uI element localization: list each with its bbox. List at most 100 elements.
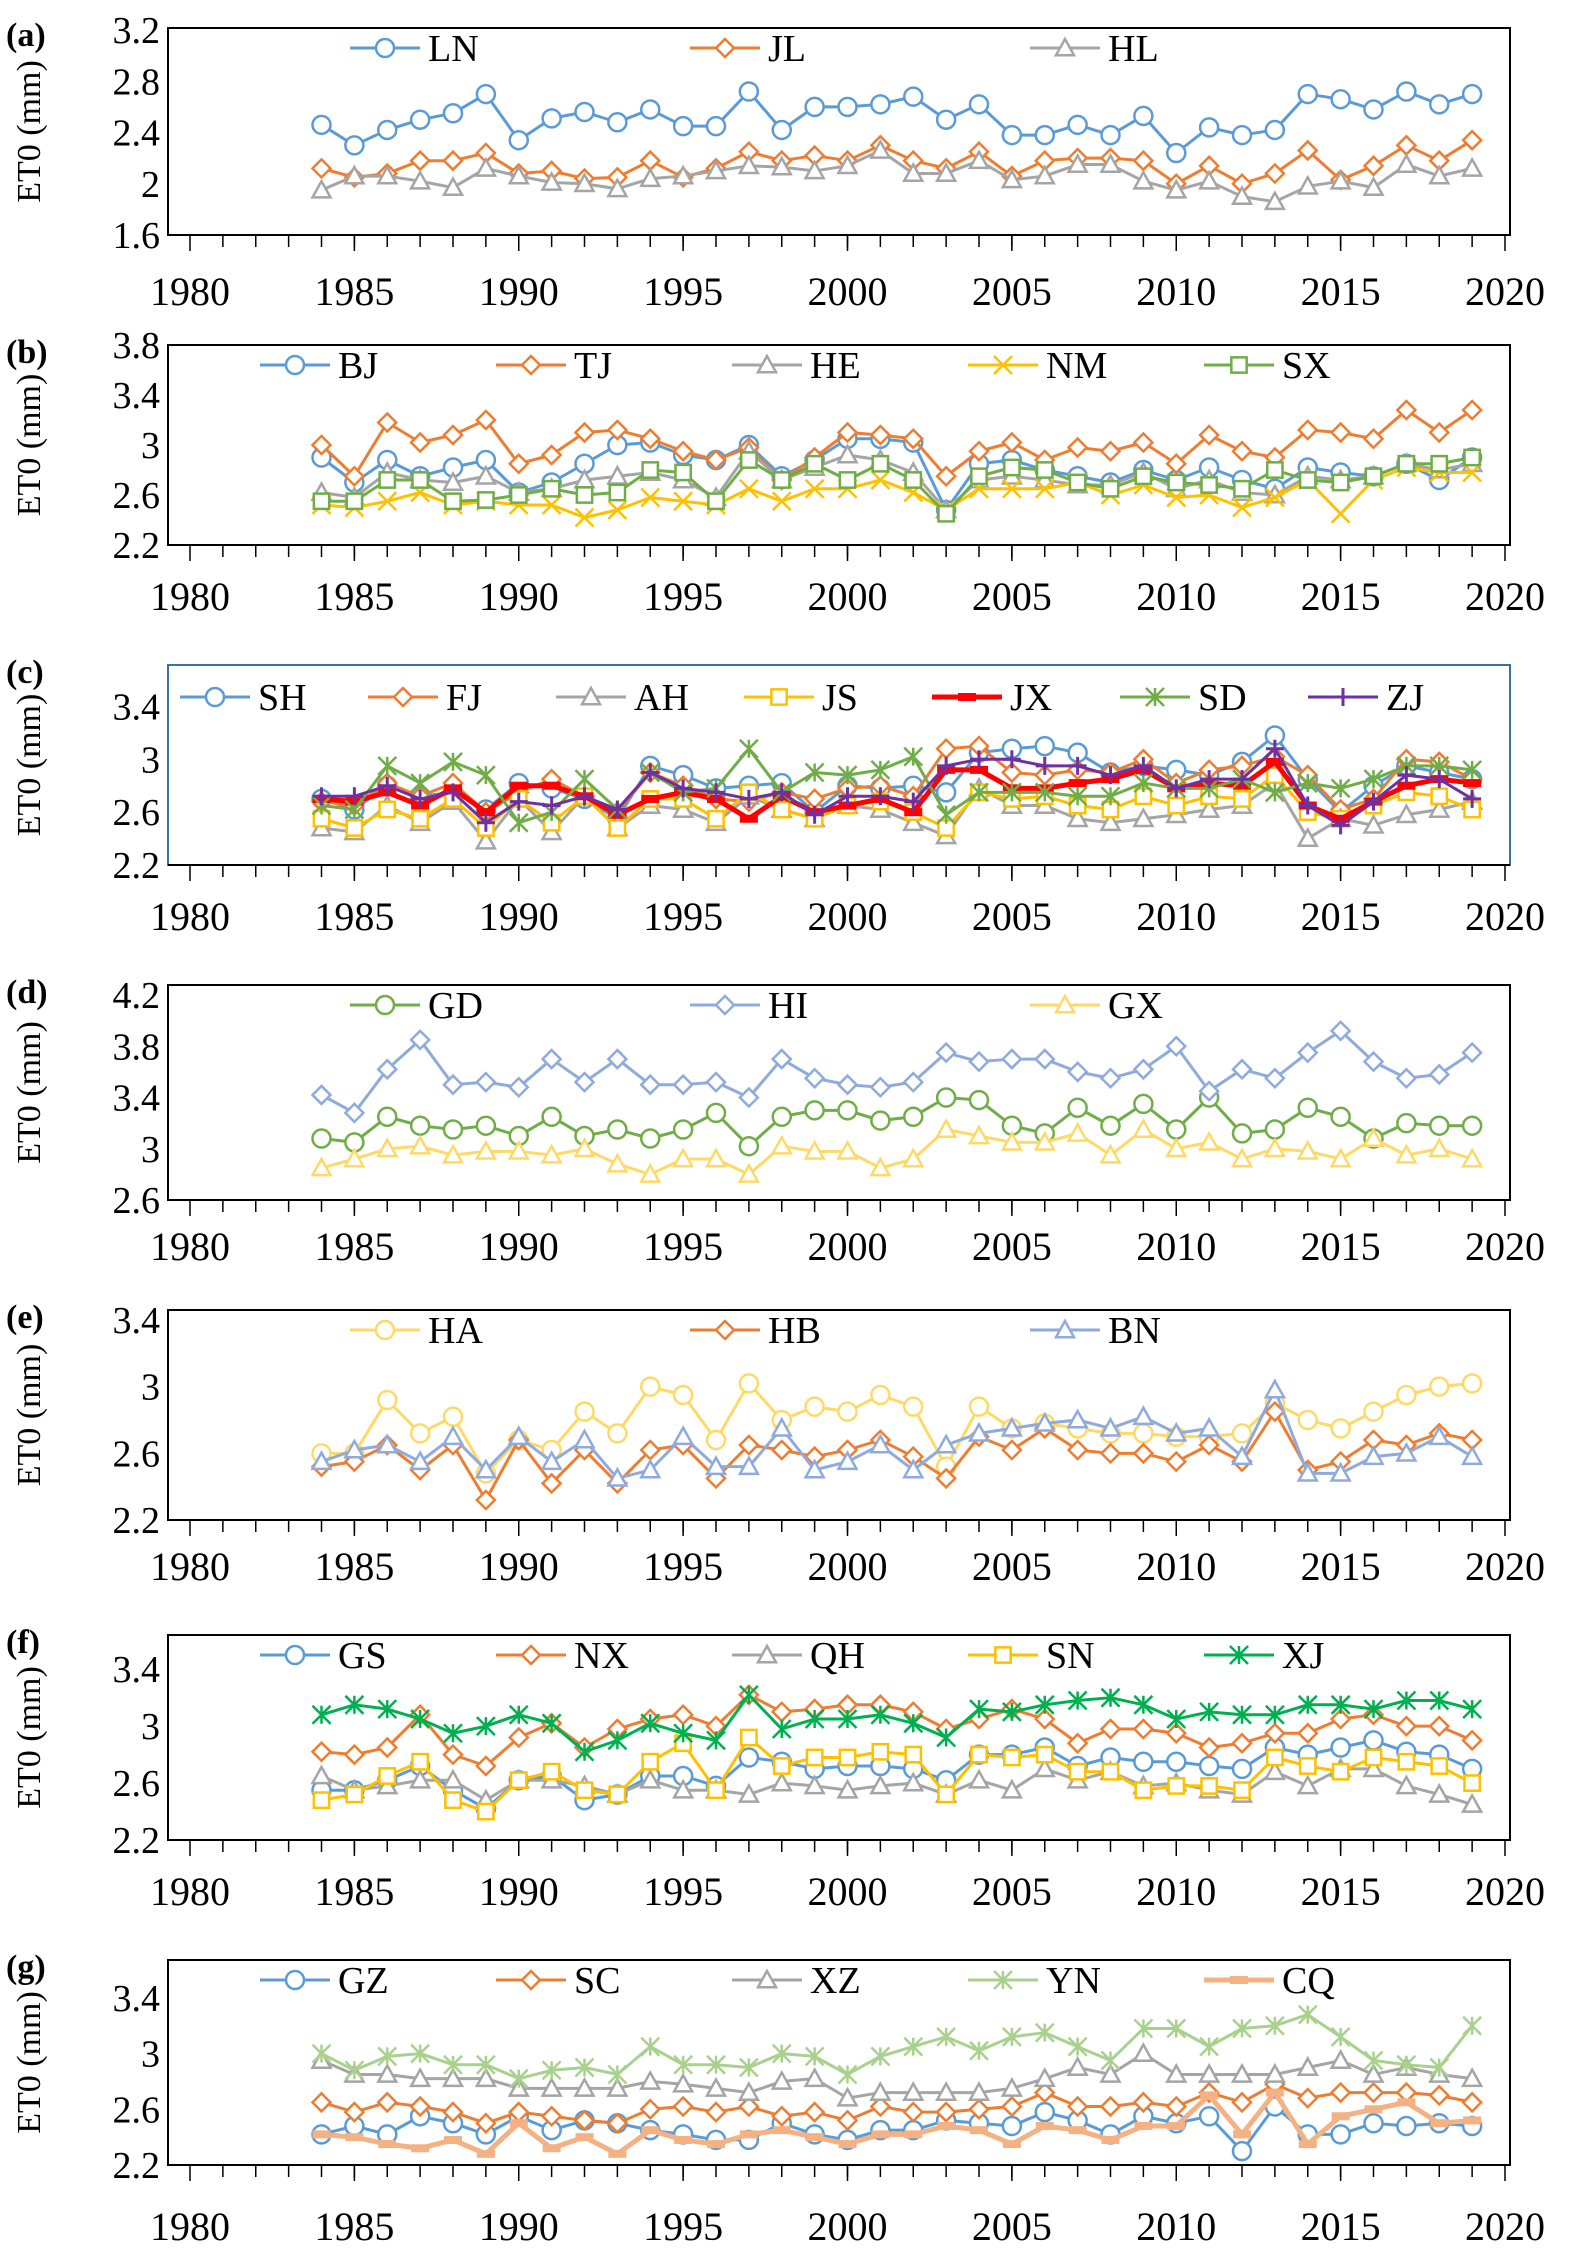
y-tick-label: 1.6 [113, 215, 161, 257]
chart-panel-c: 1980 1985 1990 1995 2000 2005 2010 2015 2020 2.2 2… [6, 654, 1545, 939]
data-point [738, 2057, 759, 2078]
data-point [1463, 779, 1482, 788]
data-point [705, 2101, 727, 2123]
data-point [509, 2119, 528, 2128]
legend-marker [958, 693, 976, 701]
data-point [1297, 1409, 1318, 1431]
data-point [1362, 2081, 1385, 2104]
data-point [507, 164, 530, 185]
data-point [967, 1421, 991, 1442]
data-point [903, 746, 924, 767]
y-axis-label: ET0 (mm) [11, 1991, 48, 2134]
data-point [1230, 1445, 1254, 1466]
data-point [836, 1778, 859, 1799]
data-point [903, 1396, 924, 1417]
series-gx [310, 1117, 1484, 1183]
data-point [672, 1425, 695, 1446]
data-point [1165, 1137, 1188, 1158]
data-point [1265, 739, 1284, 758]
data-point [442, 1073, 464, 1096]
data-point [444, 492, 462, 511]
data-point [1099, 1067, 1122, 1090]
x-tick-label: 1990 [479, 269, 559, 314]
x-tick-label: 1985 [314, 894, 394, 939]
data-point [870, 759, 891, 780]
data-point [1033, 2081, 1056, 2104]
data-point [1132, 431, 1155, 454]
data-point [1297, 773, 1318, 793]
data-point [509, 486, 528, 504]
data-point [343, 1743, 366, 1766]
data-point [1200, 770, 1219, 789]
data-point [902, 427, 925, 450]
data-point [738, 1373, 760, 1394]
x-tick-label: 2020 [1465, 1224, 1545, 1269]
data-point [474, 464, 497, 485]
data-point [1034, 478, 1055, 499]
x-tick-label: 1980 [150, 1544, 230, 1589]
x-tick-label: 1995 [643, 2204, 723, 2249]
data-point [739, 2130, 758, 2139]
data-point [476, 1802, 495, 1821]
data-point [476, 808, 495, 817]
data-point [771, 2043, 792, 2064]
data-point [377, 756, 398, 776]
data-point [1265, 461, 1284, 479]
data-point [673, 491, 694, 512]
data-point [904, 808, 923, 817]
data-point [672, 1704, 694, 1726]
data-point [574, 507, 595, 528]
data-point [904, 1745, 923, 1764]
data-point [803, 2101, 826, 2123]
data-point [672, 1073, 694, 1096]
legend-label: SH [258, 677, 307, 719]
data-point [1233, 790, 1251, 808]
data-point [1100, 786, 1121, 807]
data-point [1461, 1445, 1484, 1466]
data-point [970, 750, 988, 769]
legend-marker [1053, 1318, 1077, 1339]
data-point [1099, 1416, 1122, 1437]
series-line [321, 2090, 1473, 2157]
data-point [770, 1048, 793, 1070]
y-tick-label: 3.4 [113, 1078, 161, 1120]
data-point [738, 81, 760, 102]
data-point [805, 2133, 824, 2142]
data-point [476, 2149, 495, 2158]
data-point [310, 1450, 333, 1471]
data-point [1296, 174, 1319, 195]
y-tick-label: 3.8 [113, 325, 161, 367]
data-point [1265, 2088, 1284, 2097]
data-point [444, 1791, 462, 1810]
data-point [541, 108, 562, 129]
data-point [1363, 1401, 1384, 1422]
data-point [738, 478, 759, 499]
data-point [1166, 142, 1187, 164]
chart-panel-b: 1980 1985 1990 1995 2000 2005 2010 2015 2020 2.2 2… [6, 325, 1545, 619]
data-point [1132, 2041, 1155, 2063]
data-point [902, 1458, 925, 1479]
data-point [411, 2144, 430, 2153]
data-point [770, 1134, 793, 1155]
legend-label: AH [634, 677, 689, 719]
legend-marker [1334, 688, 1352, 706]
data-point [345, 787, 364, 806]
data-point [442, 2101, 464, 2123]
data-point [343, 465, 366, 488]
data-point [770, 1416, 793, 1437]
x-tick-label: 2000 [808, 1544, 888, 1589]
legend-label: SX [1282, 345, 1331, 387]
data-point [837, 1401, 858, 1422]
data-point [837, 96, 858, 118]
data-point [869, 138, 892, 159]
y-tick-label: 3 [141, 1129, 160, 1171]
data-point [1462, 1699, 1483, 1719]
legend-label: QH [810, 1635, 865, 1677]
legend-entry: HL [1030, 28, 1159, 70]
x-tick-label: 2015 [1301, 1224, 1381, 1269]
data-point [1233, 1781, 1251, 1800]
data-point [574, 2057, 595, 2078]
x-tick-label: 2000 [808, 574, 888, 619]
data-point [639, 1073, 662, 1096]
